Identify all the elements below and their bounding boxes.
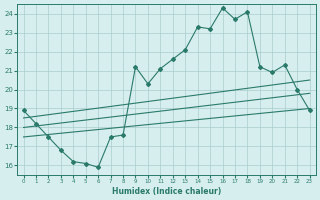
X-axis label: Humidex (Indice chaleur): Humidex (Indice chaleur) [112, 187, 221, 196]
